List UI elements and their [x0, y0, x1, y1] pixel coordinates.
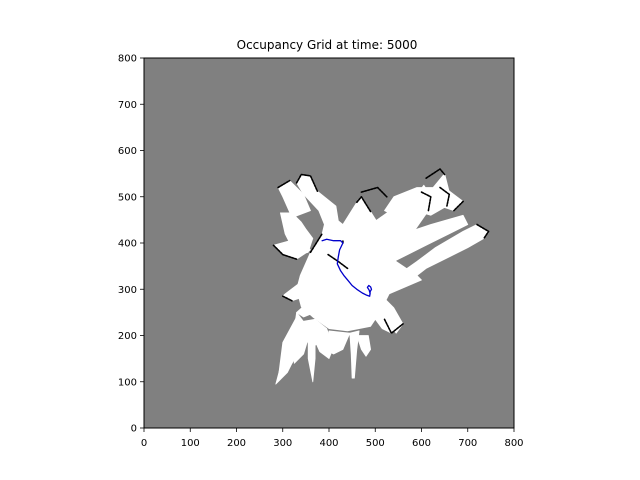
free-space-layer [273, 173, 490, 385]
plot-area [143, 57, 515, 429]
y-tick-label-700: 700 [118, 100, 137, 111]
free-region-20 [356, 335, 372, 357]
occupied-edge-13 [425, 168, 446, 179]
y-tick-label-100: 100 [118, 377, 137, 388]
occupied-edge-9 [309, 233, 323, 254]
occupied-edge-3 [420, 191, 432, 212]
y-tick-label-0: 0 [131, 424, 137, 435]
occupied-edge-0 [295, 173, 319, 192]
occupied-edge-4 [439, 186, 451, 207]
free-region-15 [349, 330, 360, 379]
y-tick-label-400: 400 [118, 239, 137, 250]
x-tick-label-400: 400 [319, 438, 338, 449]
y-tick-label-500: 500 [118, 192, 137, 203]
y-tick-label-800: 800 [118, 54, 137, 65]
occupied-edge-11 [327, 253, 349, 270]
occupied-edge-5 [453, 200, 464, 212]
y-tick-label-300: 300 [118, 285, 137, 296]
x-tick-label-300: 300 [273, 438, 292, 449]
occupied-edge-6 [476, 223, 490, 240]
robot-trajectory [321, 238, 373, 297]
x-tick-label-200: 200 [227, 438, 246, 449]
x-tick-label-100: 100 [181, 438, 200, 449]
occupied-layer [272, 168, 490, 335]
chart-title: Occupancy Grid at time: 5000 [237, 38, 418, 52]
x-tick-label-700: 700 [458, 438, 477, 449]
x-tick-label-600: 600 [412, 438, 431, 449]
y-tick-label-200: 200 [118, 331, 137, 342]
x-tick-label-0: 0 [141, 438, 147, 449]
trajectory-layer [321, 238, 373, 297]
x-tick-label-800: 800 [504, 438, 523, 449]
occupied-edge-7 [383, 318, 404, 335]
occupied-edge-12 [360, 186, 388, 198]
occupied-edge-2 [272, 244, 298, 261]
occupied-edge-1 [277, 179, 291, 189]
free-region-18 [275, 328, 300, 385]
occupied-edge-10 [355, 196, 372, 213]
free-region-10 [379, 214, 469, 267]
free-region-11 [296, 291, 328, 318]
y-tick-label-600: 600 [118, 146, 137, 157]
free-region-21 [310, 328, 335, 360]
x-tick-label-500: 500 [366, 438, 385, 449]
x-axis: 0 100 200 300 400 500 600 700 800 [141, 428, 524, 449]
occupied-edge-8 [281, 295, 293, 302]
y-axis: 0 100 200 300 400 500 600 700 800 [118, 54, 144, 435]
